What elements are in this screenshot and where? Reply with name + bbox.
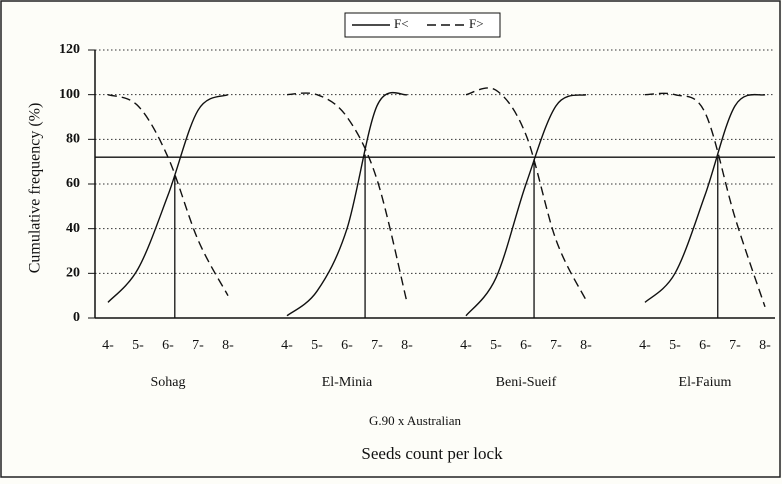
group-label: El-Faium: [679, 375, 732, 390]
y-tick-label: 120: [59, 42, 80, 57]
x-tick-label: 4-: [281, 338, 293, 353]
series-line: [107, 93, 229, 296]
group-label: Beni-Sueif: [496, 375, 557, 390]
x-tick-label: 4-: [639, 338, 651, 353]
x-tick-label: 6-: [162, 338, 174, 353]
x-tick-label: 4-: [460, 338, 472, 353]
x-tick-label: 8-: [401, 338, 413, 353]
subtitle: G.90 x Australian: [369, 413, 462, 428]
x-tick-label: 7-: [729, 338, 741, 353]
x-tick-label: 7-: [550, 338, 562, 353]
group-label: Sohag: [151, 375, 186, 390]
legend-label: F>: [469, 16, 484, 31]
y-tick-label: 20: [66, 266, 80, 281]
x-axis-title: Seeds count per lock: [361, 444, 503, 463]
x-tick-label: 6-: [520, 338, 532, 353]
y-tick-label: 40: [66, 221, 80, 236]
series-line: [286, 91, 408, 317]
x-tick-label: 8-: [580, 338, 592, 353]
group-label: El-Minia: [322, 375, 373, 390]
x-tick-label: 5-: [669, 338, 681, 353]
x-tick-label: 7-: [192, 338, 204, 353]
x-tick-label: 7-: [371, 338, 383, 353]
y-axis-title: Cumulative frequency (%): [27, 103, 44, 274]
y-tick-label: 0: [73, 310, 80, 325]
x-tick-label: 8-: [222, 338, 234, 353]
series-line: [465, 93, 587, 317]
series-line: [644, 93, 766, 303]
y-tick-label: 100: [59, 87, 80, 102]
series-line: [465, 87, 587, 301]
x-tick-label: 5-: [490, 338, 502, 353]
legend-label: F<: [394, 16, 409, 31]
x-tick-label: 4-: [102, 338, 114, 353]
x-tick-label: 5-: [132, 338, 144, 353]
x-tick-label: 6-: [699, 338, 711, 353]
y-tick-label: 60: [66, 176, 80, 191]
x-tick-label: 8-: [759, 338, 771, 353]
y-tick-label: 80: [66, 132, 80, 147]
x-tick-label: 6-: [341, 338, 353, 353]
series-line: [644, 92, 766, 308]
series-line: [107, 94, 229, 303]
x-tick-label: 5-: [311, 338, 323, 353]
series-line: [286, 92, 408, 303]
